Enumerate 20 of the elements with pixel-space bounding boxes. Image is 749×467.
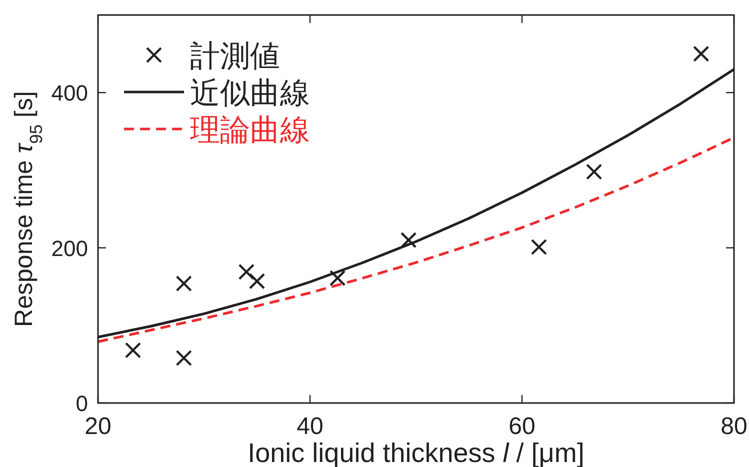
legend-label: 近似曲線	[190, 77, 310, 110]
point	[176, 350, 192, 366]
point	[400, 232, 417, 248]
point	[238, 264, 254, 280]
point	[248, 273, 266, 290]
point	[124, 342, 142, 358]
legend-label: 理論曲線	[190, 114, 310, 147]
point	[693, 46, 710, 62]
point	[586, 164, 602, 180]
y-tick-label: 0	[76, 391, 88, 416]
x-tick-label: 20	[84, 413, 112, 440]
point	[329, 270, 346, 286]
y-tick-label: 200	[51, 236, 88, 261]
x-tick-label: 80	[720, 413, 748, 440]
x-tick-label: 60	[508, 413, 536, 440]
y-tick-label: 400	[51, 80, 88, 106]
point	[176, 275, 192, 292]
x-tick-label: 40	[296, 413, 324, 440]
legend-label: 計測値	[190, 40, 280, 73]
point	[530, 238, 548, 256]
